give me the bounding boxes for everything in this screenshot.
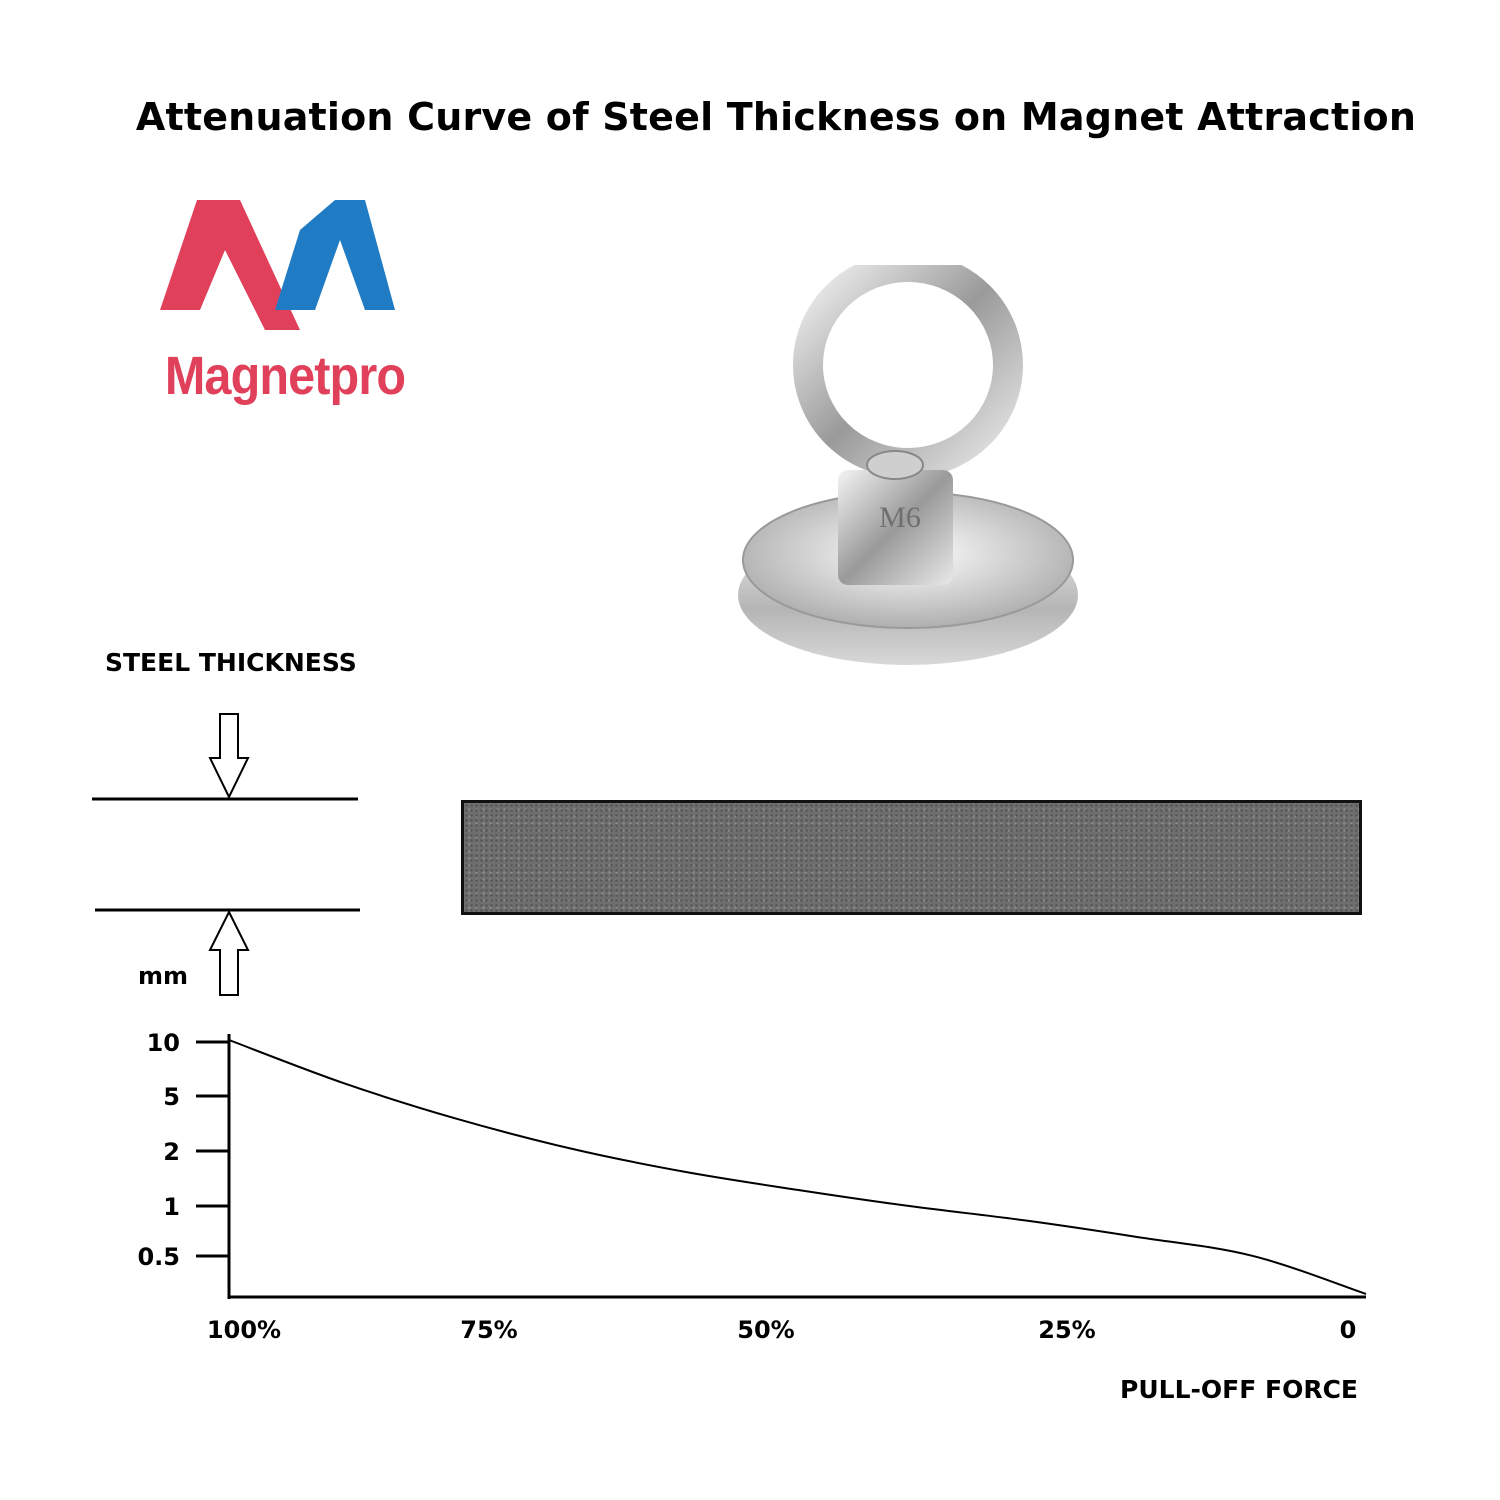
x-axis-label: PULL-OFF FORCE [1120,1375,1358,1404]
y-tick-label: 1 [163,1193,180,1221]
y-tick-label: 2 [163,1138,180,1166]
x-tick-label: 50% [737,1316,794,1344]
y-axis-label: mm [138,962,188,990]
magnetpro-logo-mark [160,200,395,330]
x-tick-label: 25% [1038,1316,1095,1344]
arrow-up-icon [208,909,250,996]
y-tick-label: 5 [163,1083,180,1111]
magnetpro-logo: Magnetpro [140,195,430,415]
y-tick-label: 0.5 [137,1243,180,1271]
attenuation-curve [228,1039,1367,1295]
steel-thickness-label: STEEL THICKNESS [105,648,357,677]
x-tick-label: 100% [207,1316,281,1344]
chart-title: Attenuation Curve of Steel Thickness on … [0,95,1500,139]
x-tick-label: 75% [460,1316,517,1344]
x-tick-label: 0 [1340,1316,1357,1344]
thread-label: M6 [879,501,921,534]
eyebolt-magnet-image: M6 [730,252,1090,675]
y-tick-label: 10 [147,1029,180,1057]
brand-name: Magnetpro [164,346,406,406]
chart-title-text: Attenuation Curve of Steel Thickness on … [135,95,1417,139]
arrow-down-icon [208,713,250,800]
steel-plate [461,800,1362,915]
